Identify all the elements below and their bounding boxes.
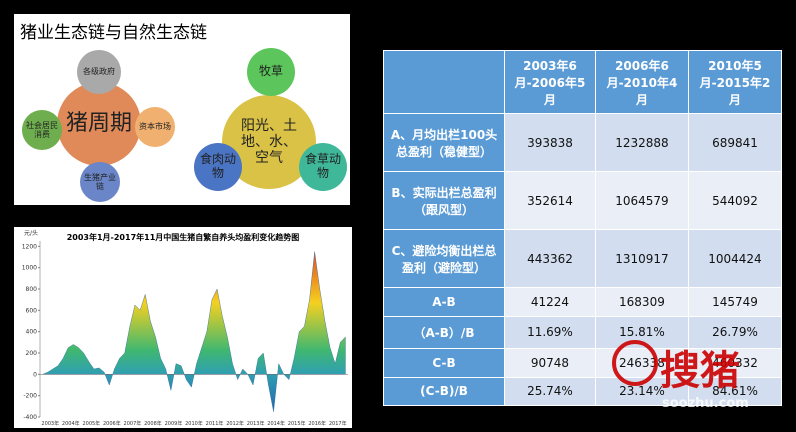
row-label: C-B bbox=[383, 348, 505, 378]
row-label: A-B bbox=[383, 287, 505, 317]
table-cell: 689841 bbox=[687, 112, 783, 173]
row-label: A、月均出栏100头总盈利（稳健型） bbox=[383, 112, 505, 173]
table-row: C、避险均衡出栏总盈利（避险型） 443362 1310917 1004424 bbox=[383, 229, 783, 289]
table-cell: 1310917 bbox=[594, 229, 689, 289]
pig-node: 资本市场 bbox=[135, 107, 175, 147]
header-cell: 2003年6月-2006年5月 bbox=[504, 50, 596, 114]
y-tick-label: 800 bbox=[26, 286, 38, 293]
table-cell: 1064579 bbox=[594, 171, 689, 231]
x-tick-label: 2010年 bbox=[185, 420, 203, 427]
nature-node: 食肉动物 bbox=[194, 143, 242, 191]
diagram-title: 猪业生态链与自然生态链 bbox=[20, 23, 207, 43]
y-tick-label: 1200 bbox=[22, 243, 37, 250]
table-cell: 544092 bbox=[687, 171, 783, 231]
table-cell: 25.74% bbox=[504, 376, 596, 407]
x-tick-label: 2016年 bbox=[308, 420, 326, 427]
table-cell: 1232888 bbox=[594, 112, 689, 173]
x-tick-label: 2007年 bbox=[124, 420, 142, 427]
header-cell: 2006年6月-2010年4月 bbox=[594, 50, 689, 114]
x-tick-label: 2011年 bbox=[206, 420, 224, 427]
table-row: B、实际出栏总盈利（跟风型） 352614 1064579 544092 bbox=[383, 171, 783, 231]
x-tick-label: 2006年 bbox=[103, 420, 121, 427]
y-tick-label: -400 bbox=[23, 414, 37, 421]
x-tick-label: 2014年 bbox=[267, 420, 285, 427]
profit-area bbox=[42, 251, 346, 412]
x-tick-label: 2013年 bbox=[247, 420, 265, 427]
table-cell: 145749 bbox=[687, 287, 783, 317]
header-cell bbox=[383, 50, 505, 114]
pig-node: 社会居民消费 bbox=[22, 110, 62, 150]
x-tick-label: 2004年 bbox=[62, 420, 80, 427]
y-tick-label: 400 bbox=[26, 329, 38, 336]
chart: 2003年1月-2017年11月中国生猪自繁自养头均盈利变化趋势图 元/头 -4… bbox=[22, 229, 348, 427]
y-axis-label: 元/头 bbox=[24, 229, 38, 237]
table-row: A、月均出栏100头总盈利（稳健型） 393838 1232888 689841 bbox=[383, 112, 783, 173]
chart-panel: 2003年1月-2017年11月中国生猪自繁自养头均盈利变化趋势图 元/头 -4… bbox=[14, 227, 352, 428]
table-cell: 84.61% bbox=[687, 376, 783, 407]
x-tick-label: 2005年 bbox=[82, 420, 100, 427]
pig-cycle-center: 猪周期 bbox=[57, 82, 141, 166]
table-cell: 443362 bbox=[504, 229, 596, 289]
watermark-logo: 搜猪 bbox=[660, 347, 740, 394]
table-row: A-B 41224 168309 145749 bbox=[383, 287, 783, 317]
table-cell: 90748 bbox=[504, 348, 596, 378]
row-label: B、实际出栏总盈利（跟风型） bbox=[383, 171, 505, 231]
table-cell: 1004424 bbox=[687, 229, 783, 289]
table-cell: 11.69% bbox=[504, 315, 596, 350]
watermark-url: soozhu.com bbox=[662, 396, 749, 411]
pig-node: 生猪产业链 bbox=[80, 162, 120, 202]
y-tick-label: 1000 bbox=[22, 265, 37, 272]
nature-node: 牧草 bbox=[247, 48, 295, 96]
y-tick-label: 200 bbox=[26, 350, 38, 357]
x-tick-label: 2015年 bbox=[288, 420, 306, 427]
diagram-panel: 猪业生态链与自然生态链 猪周期 各级政府 资本市场 生猪产业链 社会居民消费 阳… bbox=[14, 14, 350, 205]
chart-title: 2003年1月-2017年11月中国生猪自繁自养头均盈利变化趋势图 bbox=[67, 232, 300, 242]
row-label: (C-B)/B bbox=[383, 376, 505, 407]
x-tick-label: 2009年 bbox=[165, 420, 183, 427]
row-label: （A-B）/B bbox=[383, 315, 505, 350]
header-cell: 2010年5月-2015年2月 bbox=[687, 50, 783, 114]
row-label: C、避险均衡出栏总盈利（避险型） bbox=[383, 229, 505, 289]
y-tick-label: 600 bbox=[26, 307, 38, 314]
header-row: 2003年6月-2006年5月 2006年6月-2010年4月 2010年5月-20… bbox=[383, 50, 783, 114]
pig-node: 各级政府 bbox=[77, 50, 121, 94]
table-cell: 168309 bbox=[594, 287, 689, 317]
x-tick-label: 2008年 bbox=[144, 420, 162, 427]
table-row: C-B 90748 246338 460332 bbox=[383, 348, 783, 378]
table-cell: 23.14% bbox=[594, 376, 689, 407]
table-cell: 41224 bbox=[504, 287, 596, 317]
x-tick-label: 2012年 bbox=[226, 420, 244, 427]
table-cell: 460332 bbox=[687, 348, 783, 378]
table-cell: 26.79% bbox=[687, 315, 783, 350]
watermark-icon bbox=[612, 340, 658, 386]
y-tick-label: 0 bbox=[33, 371, 37, 378]
table-cell: 393838 bbox=[504, 112, 596, 173]
table-cell: 352614 bbox=[504, 171, 596, 231]
x-tick-label: 2017年 bbox=[329, 420, 347, 427]
y-tick-label: -200 bbox=[23, 393, 37, 400]
nature-node: 食草动物 bbox=[299, 143, 347, 191]
table-row: （A-B）/B 11.69% 15.81% 26.79% bbox=[383, 315, 783, 350]
table-row: (C-B)/B 25.74% 23.14% 84.61% bbox=[383, 376, 783, 407]
x-tick-label: 2003年 bbox=[41, 420, 59, 427]
data-table: 2003年6月-2006年5月 2006年6月-2010年4月 2010年5月-20… bbox=[383, 50, 783, 407]
